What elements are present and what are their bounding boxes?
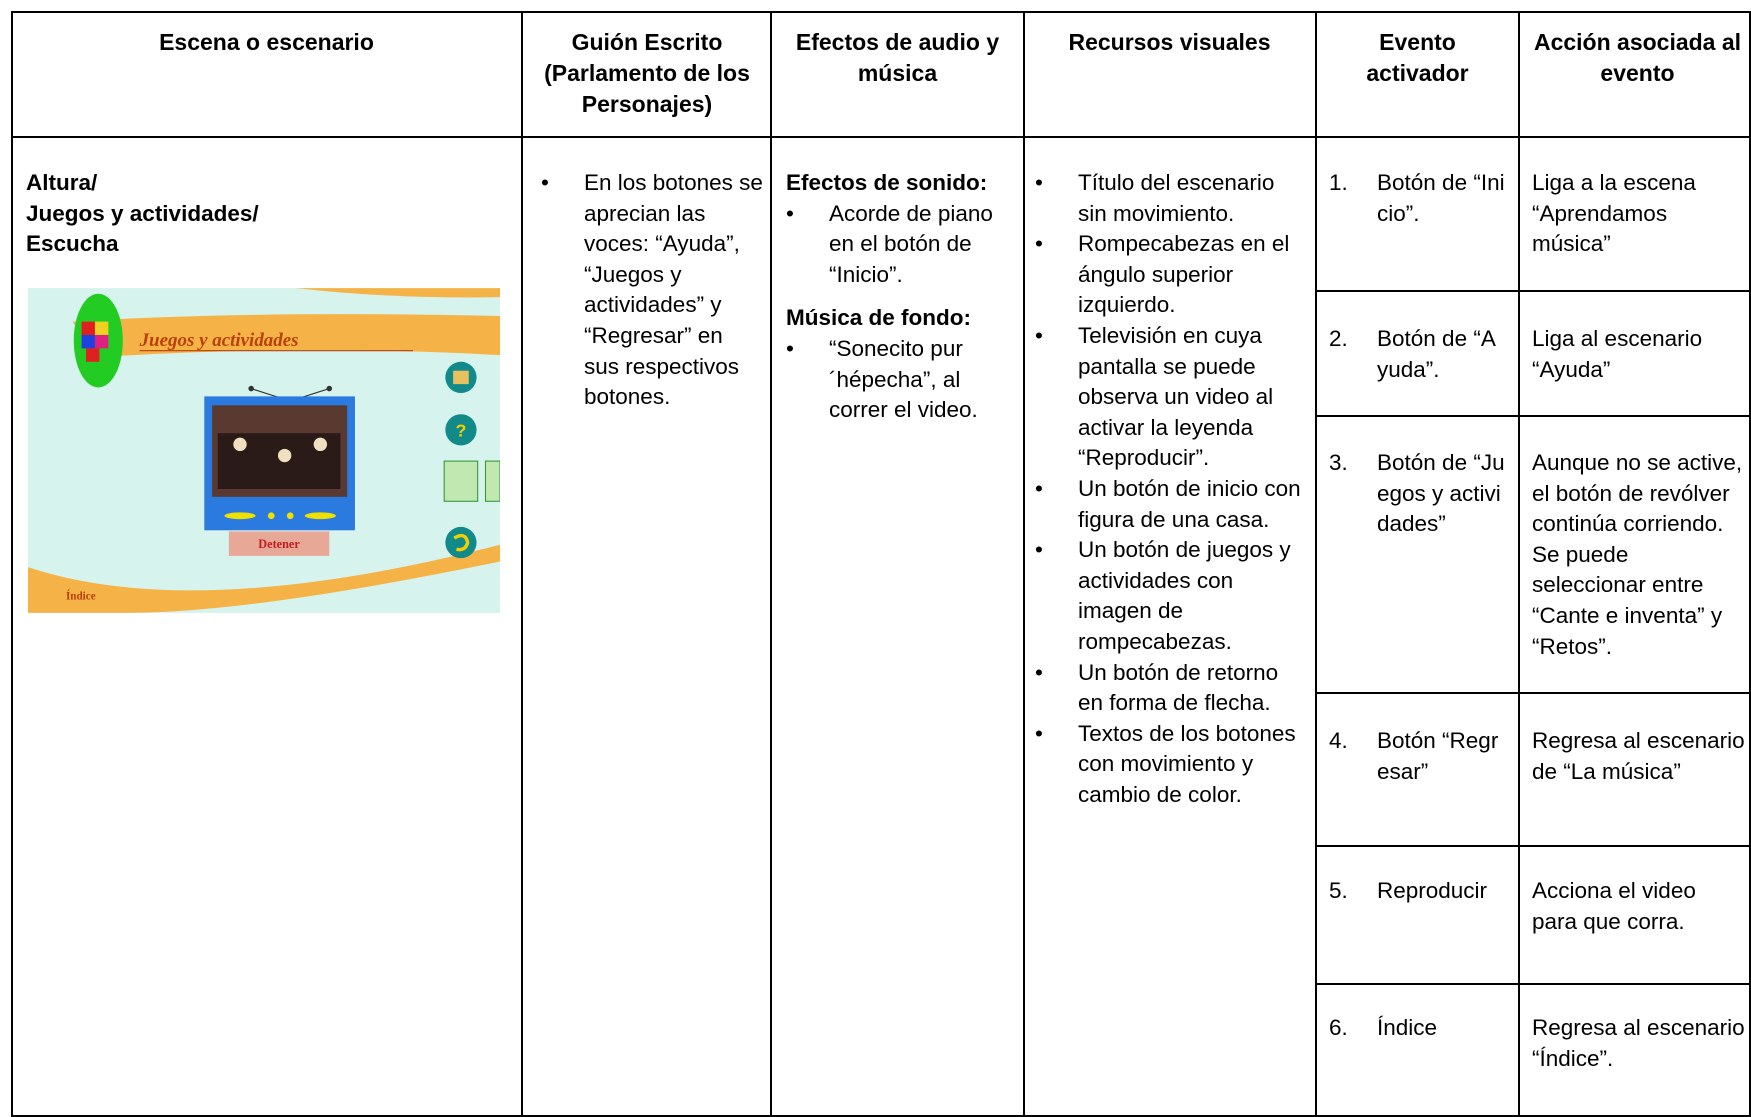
screenshot-title: Juegos y actividades <box>139 330 299 351</box>
script-item-list: En los botones se aprecian las voces: “A… <box>541 168 763 413</box>
scene-screenshot: Juegos y actividades Detener ? Índice <box>28 288 500 613</box>
border <box>1023 11 1025 1117</box>
border <box>1315 290 1751 292</box>
audio-section: Música de fondo: “Sonecito pur´hépecha”, … <box>786 303 1018 425</box>
border <box>1749 11 1751 1117</box>
event-action: Regresa al escenario “Índice”. <box>1532 1015 1745 1071</box>
border <box>1315 11 1317 1117</box>
visual-item: Un botón de retorno en forma de flecha. <box>1035 658 1307 719</box>
visual-item: Un botón de inicio con figura de una cas… <box>1035 474 1307 535</box>
audio-section: Efectos de sonido: Acorde de piano en el … <box>786 168 1018 290</box>
audio-item-list: “Sonecito pur´hépecha”, al correr el vid… <box>786 334 1018 426</box>
event-action: Acciona el video para que corra. <box>1532 878 1696 934</box>
script-list: En los botones se aprecian las voces: “A… <box>541 168 763 413</box>
visual-item: Rompecabezas en el ángulo superior izqui… <box>1035 229 1307 321</box>
scene-line: Escucha <box>26 231 119 257</box>
event-number: 5. <box>1329 878 1348 903</box>
border <box>1315 692 1751 694</box>
audio-item: “Sonecito pur´hépecha”, al correr el vid… <box>786 334 1018 426</box>
scene-line: Altura/ <box>26 170 98 195</box>
visual-item: Un botón de juegos y actividades con ima… <box>1035 535 1307 657</box>
audio-list: Efectos de sonido: Acorde de piano en el … <box>786 168 1018 426</box>
screenshot-stop: Detener <box>258 537 300 551</box>
event-action: Liga al escenario “Ayuda” <box>1532 326 1703 382</box>
border <box>521 11 523 1117</box>
event-number: 2. <box>1329 326 1348 351</box>
border <box>770 11 772 1117</box>
audio-heading: Efectos de sonido: <box>786 170 988 195</box>
event-trigger: Índice <box>1377 1015 1438 1040</box>
visuals-list: Título del escenario sin movimiento.Romp… <box>1035 168 1307 810</box>
column-header: Acción asociada al evento <box>1533 29 1742 86</box>
border <box>11 136 1751 138</box>
event-number: 6. <box>1329 1015 1348 1040</box>
column-header: Guión Escrito (Parlamento de los Persona… <box>544 29 750 117</box>
column-header: Recursos visuales <box>1068 29 1271 55</box>
event-action: Aunque no se active, el botón de revólve… <box>1532 450 1743 659</box>
screenshot-index: Índice <box>66 590 96 602</box>
border <box>11 11 13 1117</box>
audio-item-list: Acorde de piano en el botón de “Inicio”. <box>786 199 1018 291</box>
event-trigger: Botón de “Inicio”. <box>1377 170 1505 226</box>
scene-label: Altura/Juegos y actividades/Escucha <box>26 168 506 260</box>
event-trigger: Botón “Regresar” <box>1377 728 1499 784</box>
event-trigger: Reproducir <box>1377 878 1488 903</box>
event-number: 1. <box>1329 170 1348 195</box>
event-trigger: Botón de “Juegos y actividades” <box>1377 450 1505 537</box>
border <box>1315 983 1751 985</box>
visual-item-list: Título del escenario sin movimiento.Romp… <box>1035 168 1307 810</box>
column-header: Evento activador <box>1366 29 1469 86</box>
event-trigger: Botón de “Ayuda”. <box>1377 326 1496 382</box>
border <box>1315 845 1751 847</box>
audio-item: Acorde de piano en el botón de “Inicio”. <box>786 199 1018 291</box>
visual-item: Textos de los botones con movimiento y c… <box>1035 719 1307 811</box>
visual-item: Televisión en cuya pantalla se puede obs… <box>1035 321 1307 474</box>
border <box>11 1115 1751 1117</box>
event-number: 3. <box>1329 450 1348 475</box>
border <box>1315 415 1751 417</box>
border <box>11 11 1751 13</box>
event-action: Regresa al escenario de “La música” <box>1532 728 1745 784</box>
svg-text:?: ? <box>455 421 466 441</box>
column-header: Escena o escenario <box>159 29 374 55</box>
visual-item: Título del escenario sin movimiento. <box>1035 168 1307 229</box>
border <box>1518 11 1520 1117</box>
script-item: En los botones se aprecian las voces: “A… <box>541 168 763 413</box>
audio-heading: Música de fondo: <box>786 305 971 331</box>
column-header: Efectos de audio y música <box>795 29 1000 86</box>
scene-line: Juegos y actividades/ <box>26 200 259 226</box>
event-number: 4. <box>1329 728 1348 753</box>
event-action: Liga a la escena “Aprendamos música” <box>1532 170 1696 257</box>
